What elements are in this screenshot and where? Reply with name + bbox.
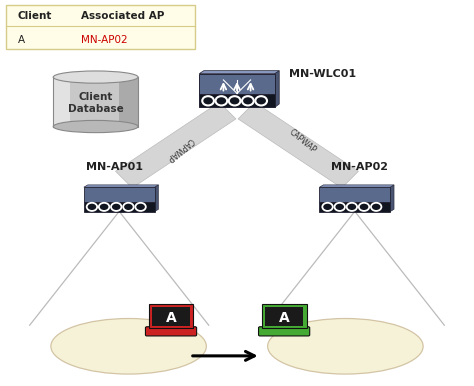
FancyBboxPatch shape	[149, 304, 193, 328]
Text: A: A	[279, 311, 290, 325]
Text: Client
Database: Client Database	[68, 92, 124, 114]
Polygon shape	[119, 77, 138, 127]
Ellipse shape	[53, 120, 138, 133]
FancyBboxPatch shape	[84, 202, 155, 212]
Ellipse shape	[51, 318, 206, 374]
Polygon shape	[238, 102, 358, 188]
FancyBboxPatch shape	[152, 307, 190, 325]
Text: MN-AP02: MN-AP02	[82, 35, 128, 45]
FancyBboxPatch shape	[146, 327, 197, 336]
FancyBboxPatch shape	[319, 187, 390, 203]
FancyBboxPatch shape	[84, 187, 155, 203]
FancyBboxPatch shape	[262, 304, 307, 328]
Text: Associated AP: Associated AP	[82, 11, 165, 21]
Text: MN-AP02: MN-AP02	[331, 162, 388, 172]
Polygon shape	[53, 77, 70, 127]
Ellipse shape	[268, 318, 423, 374]
Polygon shape	[199, 71, 279, 74]
Text: CAPWAP: CAPWAP	[287, 127, 318, 155]
Ellipse shape	[53, 71, 138, 83]
FancyBboxPatch shape	[199, 74, 275, 95]
Polygon shape	[84, 185, 158, 187]
Polygon shape	[319, 185, 394, 187]
FancyBboxPatch shape	[265, 307, 303, 325]
Text: A: A	[165, 311, 176, 325]
Text: MN-AP01: MN-AP01	[86, 162, 143, 172]
Polygon shape	[155, 185, 158, 212]
Polygon shape	[53, 77, 138, 127]
Text: A: A	[18, 35, 25, 45]
Polygon shape	[275, 71, 279, 107]
FancyBboxPatch shape	[199, 94, 275, 107]
FancyBboxPatch shape	[258, 327, 310, 336]
FancyBboxPatch shape	[6, 5, 195, 49]
Text: Client: Client	[18, 11, 52, 21]
Polygon shape	[116, 102, 236, 188]
Text: MN-WLC01: MN-WLC01	[289, 69, 356, 79]
FancyBboxPatch shape	[319, 202, 390, 212]
Text: CAPWAP: CAPWAP	[164, 135, 195, 163]
Polygon shape	[390, 185, 394, 212]
